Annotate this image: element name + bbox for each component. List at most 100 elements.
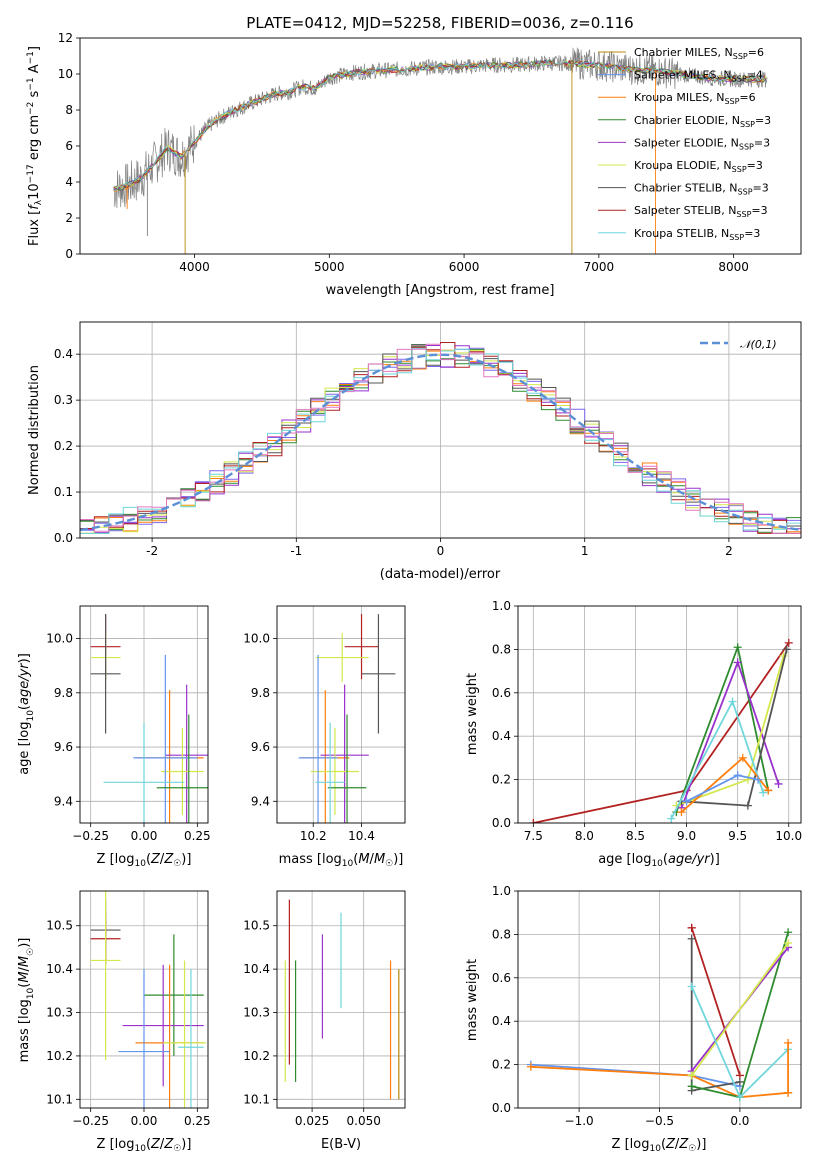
label-part: Z	[678, 1137, 689, 1152]
label-part: ☉	[173, 1144, 181, 1154]
legend-name: Kroupa MILES, N	[634, 91, 724, 104]
y-tick-label: 10	[58, 67, 73, 81]
model-spectrum-line	[113, 59, 767, 190]
y-tick-label: 10.2	[46, 1049, 73, 1063]
model-spectrum-line	[113, 59, 767, 190]
legend-sub: SSP	[740, 120, 755, 129]
y-tick-label: 0.4	[54, 347, 73, 361]
label-part: 10	[649, 1144, 661, 1154]
weight-point-marker	[526, 1062, 535, 1071]
x-tick-label: −1.0	[565, 1114, 594, 1128]
x-tick-label: 6000	[449, 260, 480, 274]
label-part: Z	[163, 1137, 174, 1152]
y-axis-label: Flux [fλ10−17 erg cm−2 s−1 A−1]	[26, 46, 44, 246]
label-part: (	[146, 852, 151, 867]
weight_vs_age-axes: 7.5 8.0 8.5 9.0 9.5 10.0 0.0 0.2 0.4 0.6 0.8 1.0 age…	[465, 599, 802, 869]
label-part: M	[17, 971, 32, 982]
weight_vs_Z-plot-area	[526, 923, 793, 1102]
label-part: −17	[26, 164, 36, 183]
weight-point-marker	[784, 638, 793, 647]
legend-nssp: =3	[747, 159, 763, 172]
y-tick-label: 10.4	[46, 962, 73, 976]
legend-label: Kroupa STELIB, NSSP=3	[634, 227, 760, 242]
y-tick-label: 10.5	[243, 919, 270, 933]
x-tick-label: 7000	[584, 260, 615, 274]
x-tick-label: 10.2	[300, 829, 327, 843]
weight-point-marker	[754, 775, 763, 784]
label-part: E(B-V)	[321, 1137, 361, 1152]
y-tick-label: 10.4	[243, 962, 270, 976]
label-part: 10	[26, 987, 36, 999]
y-tick-label: 10.0	[46, 632, 73, 646]
legend-label: Kroupa MILES, NSSP=6	[634, 91, 756, 106]
weight-point-marker	[682, 797, 691, 806]
x-axis-label: Z [log10(Z/Z☉)]	[97, 852, 192, 869]
weight-point-marker	[667, 814, 676, 823]
y-tick-label: 9.6	[54, 740, 73, 754]
label-part: ☉	[688, 1144, 696, 1154]
weight-point-marker	[774, 779, 783, 788]
label-part: mass [log	[279, 852, 342, 867]
label-part: 10	[26, 710, 36, 722]
model-spectrum-line	[113, 59, 767, 191]
label-part: Z	[150, 1137, 161, 1152]
y-tick-label: 0.6	[492, 971, 511, 985]
y-tick-label: 0.4	[492, 1014, 511, 1028]
axes-frame	[276, 890, 406, 1109]
age_vs_Z-axes: −0.25 0.00 0.259.49.69.810.0Z [log10(Z/Z☉)…	[17, 605, 211, 869]
y-tick-label: 10.3	[243, 1006, 270, 1020]
weight-point-marker	[743, 801, 752, 810]
x-tick-label: 9.5	[728, 829, 747, 843]
label-part: f	[27, 203, 42, 210]
label-part: Z [log	[97, 852, 135, 867]
legend-label: Chabrier ELODIE, NSSP=3	[634, 114, 771, 129]
weight-series-line	[690, 942, 789, 1077]
y-axis-label: age [log10(age/yr)]	[17, 653, 36, 775]
label-part: −1	[26, 51, 36, 64]
y-tick-label: 0.2	[54, 439, 73, 453]
label-part: age/yr	[17, 662, 32, 705]
y-tick-label: 0.8	[492, 642, 511, 656]
legend-nssp: =3	[751, 204, 767, 217]
residual-histogram	[80, 346, 801, 534]
label-part: Z [log	[97, 1137, 135, 1152]
weight-point-marker	[735, 1093, 744, 1102]
y-tick-label: 0.1	[54, 485, 73, 499]
label-part: (	[353, 852, 358, 867]
y-tick-label: 0.8	[492, 927, 511, 941]
y-tick-label: 10.1	[46, 1092, 73, 1106]
x-tick-label: 0.025	[295, 1114, 329, 1128]
weight-point-marker	[735, 1077, 744, 1086]
model-spectrum-line	[113, 60, 767, 191]
label-part: Z [log	[612, 1137, 650, 1152]
y-tick-label: 0.0	[54, 531, 73, 545]
weight-point-marker	[677, 808, 686, 817]
legend-sub: SSP	[738, 188, 753, 197]
label-part: /	[17, 966, 32, 971]
x-tick-label: 0.00	[131, 829, 158, 843]
label-part: 10	[342, 859, 354, 869]
legend-sub: SSP	[729, 233, 744, 242]
y-axis-label: Normed distribution	[27, 365, 42, 495]
legend-sub: SSP	[732, 165, 747, 174]
model-spectrum-line	[113, 59, 767, 191]
x-tick-label: −0.5	[645, 1114, 674, 1128]
legend-label: Kroupa ELODIE, NSSP=3	[634, 159, 763, 174]
legend-sub: SSP	[733, 52, 748, 61]
x-tick-label: 10.0	[775, 829, 802, 843]
label-part: 10	[134, 859, 146, 869]
weight-point-marker	[733, 771, 742, 780]
y-tick-label: 9.6	[251, 740, 270, 754]
legend-label: Salpeter STELIB, NSSP=3	[634, 204, 768, 219]
normal-reference-curve	[80, 353, 801, 532]
y-tick-label: 10.5	[46, 919, 73, 933]
weight-point-marker	[764, 786, 773, 795]
residuals-axes: -2 -1 0 1 2 0.0 0.1 0.2 0.3 0.4 𝒩(0,1) (data-model)…	[27, 321, 802, 582]
x-tick-label: −0.25	[72, 1114, 109, 1128]
age_vs_Z-plot-area	[90, 614, 208, 823]
label-part: erg cm	[27, 115, 42, 164]
x-tick-label: -2	[146, 544, 158, 558]
legend-name: Chabrier STELIB, N	[634, 182, 738, 195]
legend-name: Chabrier MILES, N	[634, 46, 733, 59]
